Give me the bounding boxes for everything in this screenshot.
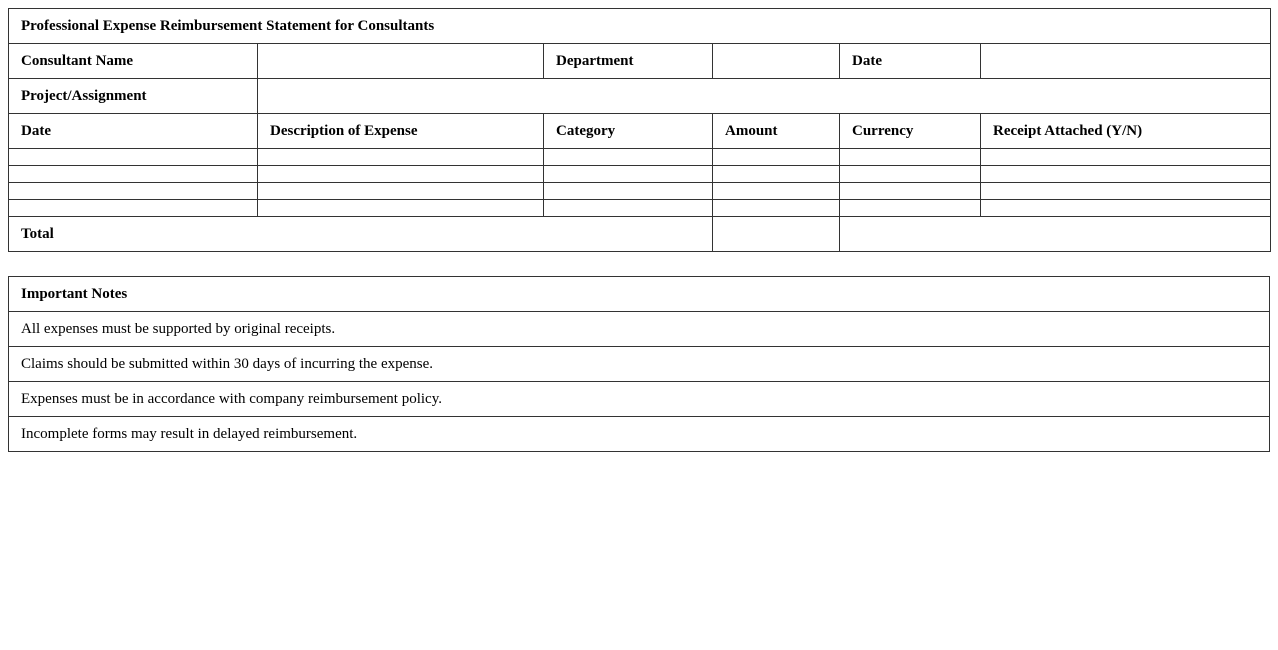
expense-receipt-cell[interactable] — [980, 148, 1271, 166]
total-label: Total — [8, 216, 713, 252]
column-header-description: Description of Expense — [257, 113, 544, 149]
expense-receipt-cell[interactable] — [980, 199, 1271, 217]
expense-amount-cell[interactable] — [712, 148, 840, 166]
expense-row — [8, 182, 1271, 200]
expense-form-table: Professional Expense Reimbursement State… — [8, 8, 1271, 252]
expense-amount-cell[interactable] — [712, 165, 840, 183]
expense-row — [8, 148, 1271, 166]
expense-category-cell[interactable] — [543, 165, 713, 183]
column-header-category: Category — [543, 113, 713, 149]
project-field[interactable] — [257, 78, 1271, 114]
expense-row — [8, 199, 1271, 217]
note-item: Incomplete forms may result in delayed r… — [8, 416, 1270, 452]
expense-currency-cell[interactable] — [839, 199, 981, 217]
project-label: Project/Assignment — [8, 78, 258, 114]
department-field[interactable] — [712, 43, 840, 79]
department-label: Department — [543, 43, 713, 79]
expense-amount-cell[interactable] — [712, 182, 840, 200]
column-header-receipt: Receipt Attached (Y/N) — [980, 113, 1271, 149]
expense-description-cell[interactable] — [257, 182, 544, 200]
expense-date-cell[interactable] — [8, 165, 258, 183]
note-item: Expenses must be in accordance with comp… — [8, 381, 1270, 417]
date-field[interactable] — [980, 43, 1271, 79]
expense-date-cell[interactable] — [8, 199, 258, 217]
total-row: Total — [8, 216, 1271, 252]
expense-row — [8, 165, 1271, 183]
note-item: Claims should be submitted within 30 day… — [8, 346, 1270, 382]
expense-description-cell[interactable] — [257, 165, 544, 183]
expense-description-cell[interactable] — [257, 199, 544, 217]
column-header-date: Date — [8, 113, 258, 149]
expense-date-cell[interactable] — [8, 148, 258, 166]
expense-currency-cell[interactable] — [839, 182, 981, 200]
consultant-name-label: Consultant Name — [8, 43, 258, 79]
consultant-name-field[interactable] — [257, 43, 544, 79]
expense-header-row: Date Description of Expense Category Amo… — [8, 113, 1271, 149]
expense-category-cell[interactable] — [543, 182, 713, 200]
expense-receipt-cell[interactable] — [980, 182, 1271, 200]
expense-currency-cell[interactable] — [839, 165, 981, 183]
column-header-amount: Amount — [712, 113, 840, 149]
date-label: Date — [839, 43, 981, 79]
expense-amount-cell[interactable] — [712, 199, 840, 217]
expense-category-cell[interactable] — [543, 148, 713, 166]
note-item: All expenses must be supported by origin… — [8, 311, 1270, 347]
notes-title: Important Notes — [8, 276, 1270, 312]
expense-currency-cell[interactable] — [839, 148, 981, 166]
form-title: Professional Expense Reimbursement State… — [8, 8, 1271, 44]
expense-description-cell[interactable] — [257, 148, 544, 166]
expense-category-cell[interactable] — [543, 199, 713, 217]
expense-receipt-cell[interactable] — [980, 165, 1271, 183]
total-extra-field[interactable] — [839, 216, 1271, 252]
important-notes-table: Important Notes All expenses must be sup… — [8, 276, 1270, 452]
column-header-currency: Currency — [839, 113, 981, 149]
total-amount-field[interactable] — [712, 216, 840, 252]
expense-date-cell[interactable] — [8, 182, 258, 200]
